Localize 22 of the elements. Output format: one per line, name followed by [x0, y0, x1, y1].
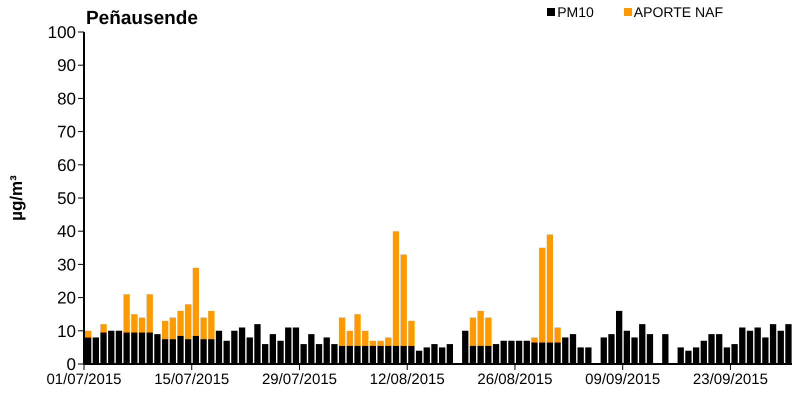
legend-label: APORTE NAF	[634, 4, 723, 20]
x-tick-label: 12/08/2015	[370, 371, 445, 388]
x-tick-label: 15/07/2015	[154, 371, 230, 388]
y-tick-label: 80	[57, 89, 76, 108]
y-tick-label: 50	[57, 189, 76, 208]
x-tick-label: 26/08/2015	[477, 371, 552, 388]
x-tick-label: 23/09/2015	[692, 371, 768, 388]
bar	[85, 330, 92, 338]
bar	[100, 324, 107, 332]
chart-title: Peñausende	[86, 8, 198, 30]
legend-label: PM10	[557, 4, 594, 20]
y-tick-label: 90	[57, 56, 76, 76]
y-tick-label: 20	[57, 288, 76, 308]
x-tick-label: 09/09/2015	[585, 371, 660, 388]
y-tick-label: 60	[57, 156, 76, 175]
y-tick-label: 10	[57, 322, 76, 341]
y-tick-label: 70	[57, 122, 76, 142]
y-tick-label: 30	[57, 255, 76, 274]
x-tick-label: 29/07/2015	[262, 371, 338, 388]
y-tick-label: 40	[57, 222, 76, 242]
y-tick-label: 100	[48, 23, 76, 42]
y-axis-title: µg/m³	[7, 174, 26, 221]
